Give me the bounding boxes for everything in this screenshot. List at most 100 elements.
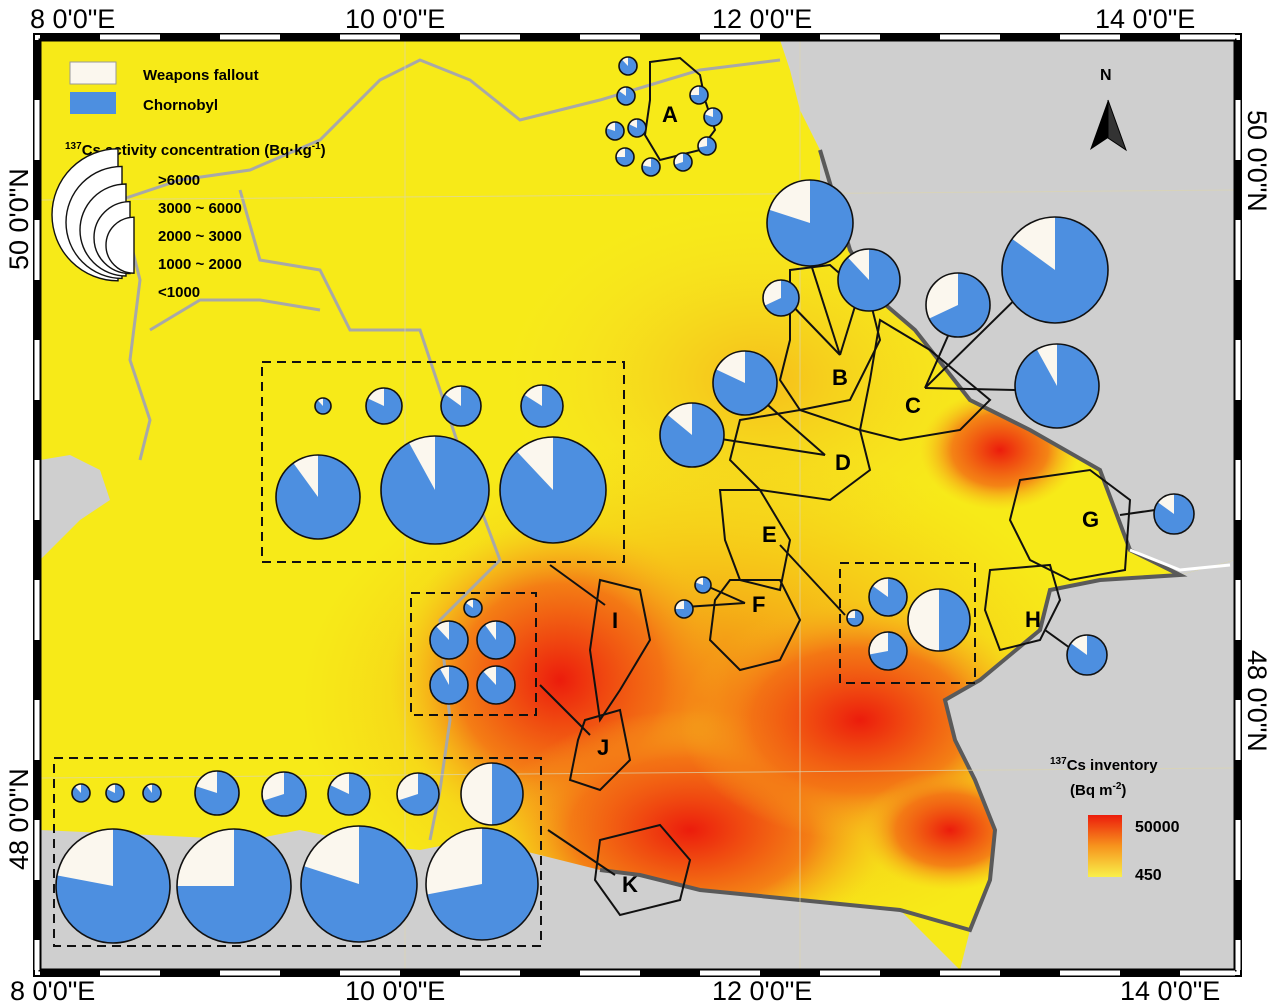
region-label-b: B xyxy=(832,365,848,390)
pie-b-1-outline xyxy=(766,179,854,267)
pie-i-row2-1-weapons-share xyxy=(293,455,318,497)
map-frame-outer xyxy=(33,33,1242,977)
pie-b-3 xyxy=(762,279,800,317)
pie-j-4-weapons-share xyxy=(439,666,449,685)
region-label-e: E xyxy=(762,522,777,547)
inventory-title-sup: 137 xyxy=(1050,756,1067,767)
pie-k-row2-2-weapons-share xyxy=(177,829,234,886)
pie-k-row1-7-weapons-share xyxy=(396,773,418,801)
pie-a-9 xyxy=(703,107,723,127)
pie-a-3-outline xyxy=(627,118,647,138)
map-frame xyxy=(38,38,1237,972)
region-label-g: G xyxy=(1082,507,1099,532)
pie-a-3 xyxy=(627,118,647,138)
pie-c-3-weapons-share xyxy=(1036,344,1057,386)
pie-e-2 xyxy=(868,577,908,617)
pie-k-row2-2-outline xyxy=(176,828,292,944)
pie-a-3-weapons-share xyxy=(628,119,637,128)
pie-i-row2-1 xyxy=(275,454,361,540)
axis-label-bottom-12e: 12 0'0"E xyxy=(712,976,812,1004)
graticule-48n xyxy=(40,767,1235,779)
pie-a-7-outline xyxy=(673,152,693,172)
pie-i-row1-2-weapons-share xyxy=(367,388,384,406)
pie-a-6-weapons-share xyxy=(642,158,651,167)
region-i-outline xyxy=(588,578,652,723)
inset-box-i xyxy=(261,361,625,563)
region-c-outline xyxy=(858,318,992,442)
pie-i-row1-1-outline xyxy=(314,397,332,415)
region-label-f: F xyxy=(752,592,765,617)
pie-i-row2-3 xyxy=(499,436,607,544)
pie-f-1 xyxy=(694,576,712,594)
pie-e-4 xyxy=(907,588,971,652)
concentration-title-unit-sup: -1 xyxy=(312,141,321,152)
pie-b-1 xyxy=(766,179,854,267)
pie-a-10 xyxy=(689,85,709,105)
pie-e-2-outline xyxy=(868,577,908,617)
axis-label-right-50n: 50 0'0"N xyxy=(1242,110,1272,212)
axis-label-top-8e: 8 0'0"E xyxy=(30,4,115,34)
pie-a-10-outline xyxy=(689,85,709,105)
pie-j-3-weapons-share xyxy=(484,621,496,640)
pie-i-row1-4 xyxy=(520,384,564,428)
class-label-5: <1000 xyxy=(158,284,200,301)
pie-k-row1-6-outline xyxy=(327,772,371,816)
inset-box-j xyxy=(410,592,537,716)
weapons-fallout-label: Weapons fallout xyxy=(143,67,259,84)
pie-a-8-weapons-share xyxy=(698,137,707,148)
pie-a-10-weapons-share xyxy=(690,86,699,95)
state-boundary-hessen xyxy=(149,298,321,332)
pie-f-1-weapons-share xyxy=(695,577,703,585)
pie-k-row1-3-weapons-share xyxy=(146,784,152,793)
pie-j-5 xyxy=(476,665,516,705)
pie-c-2-outline xyxy=(1001,216,1109,324)
pie-i-row2-1-outline xyxy=(275,454,361,540)
pie-k-row1-8-outline xyxy=(460,762,524,826)
pie-k-row1-4-outline xyxy=(194,770,240,816)
pie-a-7-weapons-share xyxy=(674,153,683,165)
pie-b-1-weapons-share xyxy=(769,180,810,223)
inventory-min-label: 450 xyxy=(1135,867,1162,884)
pie-a-5-weapons-share xyxy=(616,148,625,157)
weapons-fallout-swatch xyxy=(69,61,117,85)
pie-k-row1-6-weapons-share xyxy=(329,773,349,794)
pie-k-row1-4 xyxy=(194,770,240,816)
pie-a-6 xyxy=(641,157,661,177)
pie-k-row1-8-weapons-share xyxy=(461,763,492,825)
region-f-outline xyxy=(708,579,802,672)
pie-i-row2-2-weapons-share xyxy=(408,436,435,490)
pie-a-1 xyxy=(618,56,638,76)
pie-k-row1-5 xyxy=(261,771,307,817)
north-label: N xyxy=(1100,67,1112,84)
pie-a-4-weapons-share xyxy=(606,122,615,131)
region-e-outline xyxy=(718,489,792,592)
pie-a-2-outline xyxy=(616,86,636,106)
axis-label-bottom-14e: 14 0'0"E xyxy=(1120,976,1220,1004)
pie-k-row1-8 xyxy=(460,762,524,826)
region-labels: A B C D E F G H I J K xyxy=(597,102,1099,897)
pie-j-1-outline xyxy=(463,598,483,618)
pie-e-3-weapons-share xyxy=(869,632,888,655)
pie-k-row1-7 xyxy=(396,772,440,816)
pie-k-row1-2-weapons-share xyxy=(106,784,115,793)
pie-k-row2-4-weapons-share xyxy=(426,828,482,895)
pie-b-4 xyxy=(712,350,778,416)
pie-j-1 xyxy=(463,598,483,618)
pie-j-3 xyxy=(476,620,516,660)
inventory-title-line1: 137Cs inventory xyxy=(1050,756,1158,774)
inset-box-k xyxy=(53,757,542,947)
axis-label-right-48n: 48 0'0"N xyxy=(1242,650,1272,752)
pie-k-row1-4-weapons-share xyxy=(196,771,217,793)
axis-label-top-12e: 12 0'0"E xyxy=(712,4,812,34)
axis-label-left-50n: 50 0'0"N xyxy=(4,168,34,270)
pie-i-row2-2-outline xyxy=(380,435,490,545)
pie-legend: Weapons fallout Chornobyl 137Cs activity… xyxy=(51,61,326,301)
region-label-d: D xyxy=(835,450,851,475)
pie-b-4-weapons-share xyxy=(716,351,745,383)
pie-g-1 xyxy=(1153,493,1195,535)
pie-k-row2-1 xyxy=(55,828,171,944)
pie-j-4-outline xyxy=(429,665,469,705)
pie-e-1 xyxy=(846,609,864,627)
pie-a-4-outline xyxy=(605,121,625,141)
